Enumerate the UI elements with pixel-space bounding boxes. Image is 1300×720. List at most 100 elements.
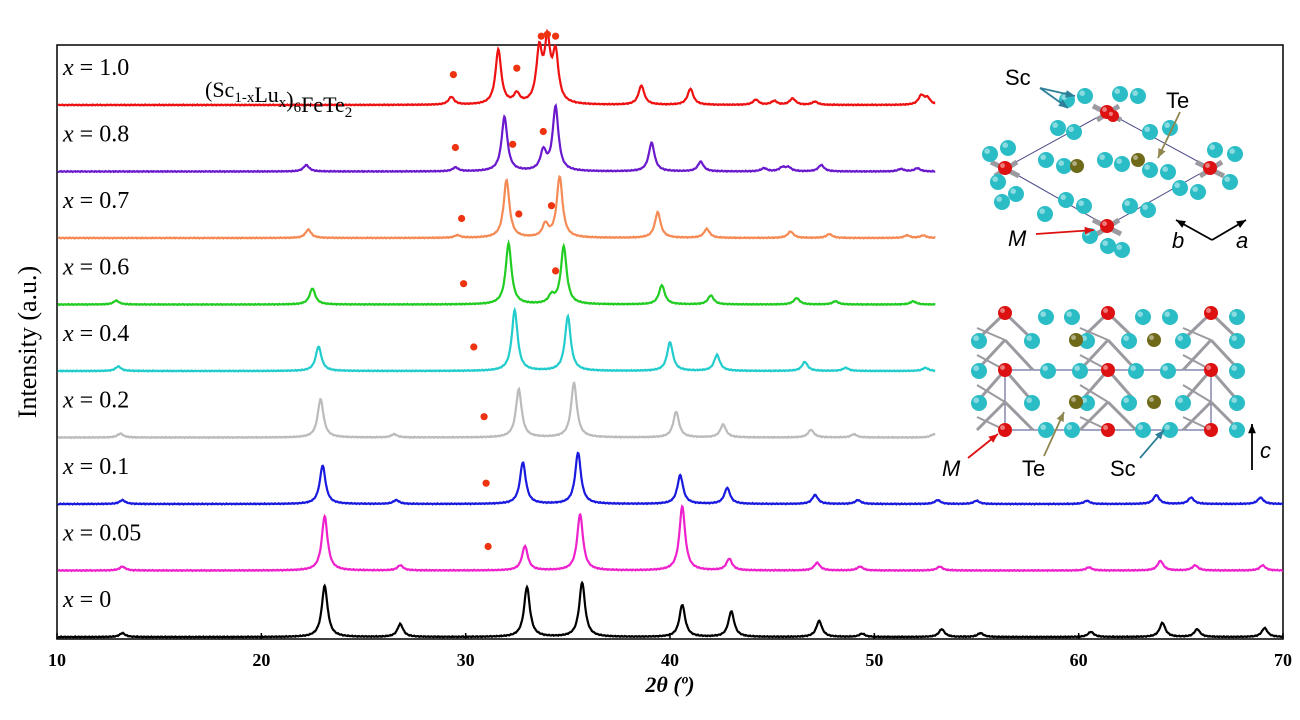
c-axis-arrow bbox=[1248, 424, 1256, 470]
bond bbox=[975, 400, 1007, 432]
m-pointer-arrow bbox=[967, 433, 999, 459]
series-label: x = 1.0 bbox=[62, 55, 129, 81]
sc-atom bbox=[1038, 309, 1054, 325]
sc-atom bbox=[1207, 142, 1223, 158]
sc-atom bbox=[1079, 333, 1095, 349]
series-line bbox=[57, 239, 936, 307]
sc-atom bbox=[1121, 333, 1137, 349]
sc-atom bbox=[1130, 88, 1146, 104]
sc-atom bbox=[1008, 186, 1024, 202]
sc-atom bbox=[1160, 363, 1176, 379]
series-line bbox=[57, 28, 936, 107]
series-line bbox=[58, 381, 936, 440]
bond bbox=[976, 327, 1006, 341]
sc-pointer-arrow bbox=[1039, 87, 1069, 109]
sc-atom bbox=[1079, 395, 1095, 411]
x-axis-ticks: 10 20 30 40 50 60 70 bbox=[48, 633, 1292, 670]
sc-atom bbox=[1229, 422, 1245, 438]
sc-atom bbox=[1077, 88, 1093, 104]
x-tick-label: 20 bbox=[252, 650, 270, 670]
bond bbox=[1003, 400, 1035, 432]
bond bbox=[976, 384, 1006, 403]
sc-atom bbox=[1175, 395, 1191, 411]
series-line bbox=[57, 504, 1284, 573]
sc-atom bbox=[1227, 146, 1243, 162]
sc-atom bbox=[1190, 184, 1206, 200]
bond bbox=[1079, 327, 1109, 341]
sc-atom bbox=[1121, 395, 1137, 411]
sc-atom bbox=[1229, 333, 1245, 349]
impurity-dot bbox=[547, 202, 556, 210]
sc-atom bbox=[1160, 164, 1176, 180]
sc-atom bbox=[1135, 309, 1151, 325]
sc-atom bbox=[1024, 333, 1040, 349]
impurity-dot bbox=[470, 343, 478, 351]
unit-cell-outline bbox=[1003, 111, 1212, 227]
m-pointer-arrow bbox=[1035, 226, 1095, 235]
inset-top-sc-label: Sc bbox=[1005, 65, 1031, 90]
sc-atom bbox=[1064, 309, 1080, 325]
sc-atom bbox=[1229, 395, 1245, 411]
te-atom bbox=[1069, 395, 1083, 409]
te-atom bbox=[1147, 333, 1161, 347]
m-atom bbox=[1204, 363, 1218, 377]
sc-atom bbox=[1056, 158, 1072, 174]
inset-bottom-m-label: M bbox=[942, 456, 961, 481]
te-atom bbox=[1069, 333, 1083, 347]
te-atom bbox=[1147, 395, 1161, 409]
m-atom bbox=[998, 306, 1012, 320]
sc-pointer-arrow bbox=[1039, 87, 1076, 98]
crystal-structure-ab-inset bbox=[982, 86, 1247, 258]
inset-top-b-axis-label: b bbox=[1172, 228, 1184, 253]
sc-atom bbox=[971, 395, 987, 411]
bond bbox=[1181, 338, 1213, 372]
a-axis-arrow bbox=[1211, 219, 1247, 241]
sc-atom bbox=[1175, 333, 1191, 349]
series-line bbox=[57, 174, 936, 240]
bond bbox=[1182, 327, 1212, 341]
inset-top-a-axis-label: a bbox=[1236, 228, 1248, 253]
crystal-structure-c-inset bbox=[967, 306, 1256, 470]
sc-atom bbox=[1112, 86, 1128, 102]
m-atom bbox=[1100, 219, 1114, 233]
sc-atom bbox=[1140, 202, 1156, 218]
sc-atom bbox=[1040, 363, 1056, 379]
impurity-dot bbox=[451, 143, 459, 152]
m-atom bbox=[1203, 161, 1217, 175]
series-line bbox=[57, 306, 936, 373]
series-label: x = 0.8 bbox=[62, 122, 129, 148]
inset-bottom-sc-label: Sc bbox=[1110, 456, 1136, 481]
sc-atom bbox=[971, 363, 987, 379]
impurity-dot bbox=[539, 127, 547, 136]
bond bbox=[1078, 400, 1110, 432]
series-line bbox=[57, 102, 936, 174]
series-label: x = 0.4 bbox=[62, 321, 129, 347]
impurity-dot bbox=[543, 30, 552, 38]
series-label: x = 0.2 bbox=[62, 388, 129, 414]
impurity-dot bbox=[458, 214, 466, 223]
sc-atom bbox=[1038, 422, 1054, 438]
sc-pointer-arrow bbox=[1139, 429, 1165, 459]
x-tick-label: 50 bbox=[865, 650, 883, 670]
sc-atom bbox=[1024, 395, 1040, 411]
sc-atom bbox=[1037, 206, 1053, 222]
m-atom bbox=[1204, 306, 1218, 320]
sc-atom bbox=[1114, 156, 1130, 172]
sc-atom bbox=[1072, 363, 1088, 379]
x-tick-label: 10 bbox=[48, 650, 66, 670]
m-atom bbox=[1107, 110, 1119, 122]
bond bbox=[1079, 384, 1109, 403]
x-tick-label: 30 bbox=[457, 650, 475, 670]
m-atom bbox=[998, 363, 1012, 377]
bond bbox=[1181, 400, 1213, 432]
series-label: x = 0.7 bbox=[62, 188, 129, 214]
sc-atom bbox=[994, 194, 1010, 210]
series-label: x = 0.1 bbox=[62, 454, 129, 480]
impurity-dot bbox=[509, 140, 517, 148]
series-labels-layer: x = 0 x = 0.05 x = 0.1 x = 0.2 x = 0.4 x = 0.… bbox=[62, 55, 141, 613]
m-atom bbox=[1204, 423, 1218, 437]
impurity-dot bbox=[513, 64, 521, 72]
sc-atom bbox=[1064, 422, 1080, 438]
sc-atom bbox=[1162, 422, 1178, 438]
sc-atom bbox=[1229, 363, 1245, 379]
